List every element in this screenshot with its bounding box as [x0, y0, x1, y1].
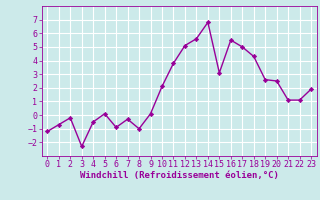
X-axis label: Windchill (Refroidissement éolien,°C): Windchill (Refroidissement éolien,°C): [80, 171, 279, 180]
